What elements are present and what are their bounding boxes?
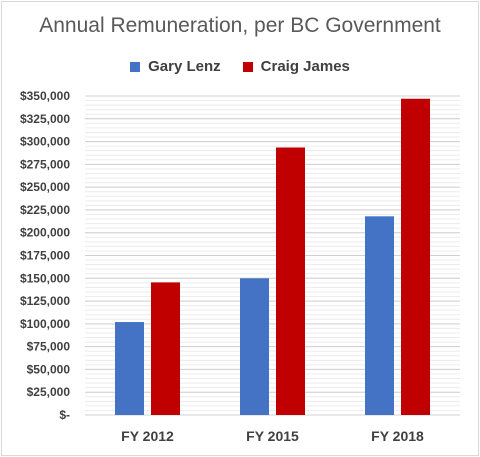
y-tick-label: $325,000	[20, 112, 70, 126]
bar-gary-lenz	[365, 216, 394, 415]
legend-label-craig-james: Craig James	[260, 58, 350, 75]
bar-craig-james	[276, 147, 305, 415]
bar-craig-james	[401, 98, 430, 415]
y-tick-label: $50,000	[27, 362, 71, 376]
y-tick-label: $200,000	[20, 226, 70, 240]
y-tick-label: $250,000	[20, 180, 70, 194]
y-tick-label: $225,000	[20, 203, 70, 217]
bar-gary-lenz	[240, 278, 269, 415]
y-tick-label: $-	[59, 408, 70, 422]
y-tick-label: $25,000	[27, 385, 71, 399]
x-tick-label: FY 2018	[371, 428, 424, 444]
bar-gary-lenz	[115, 322, 144, 415]
x-tick-label: FY 2012	[121, 428, 174, 444]
y-tick-label: $125,000	[20, 294, 70, 308]
y-tick-label: $75,000	[27, 340, 71, 354]
chart-legend: Gary Lenz Craig James	[0, 58, 480, 75]
legend-item-craig-james: Craig James	[242, 58, 350, 75]
legend-item-gary-lenz: Gary Lenz	[130, 58, 221, 75]
y-tick-label: $100,000	[20, 317, 70, 331]
x-tick-label: FY 2015	[246, 428, 299, 444]
y-tick-label: $150,000	[20, 271, 70, 285]
y-tick-label: $300,000	[20, 135, 70, 149]
y-tick-label: $175,000	[20, 249, 70, 263]
y-tick-label: $275,000	[20, 157, 70, 171]
bar-craig-james	[151, 282, 180, 415]
chart-title: Annual Remuneration, per BC Government	[39, 14, 441, 37]
y-tick-label: $350,000	[20, 89, 70, 103]
legend-label-gary-lenz: Gary Lenz	[148, 58, 221, 75]
legend-swatch-gary-lenz	[130, 61, 141, 72]
legend-swatch-craig-james	[242, 61, 253, 72]
